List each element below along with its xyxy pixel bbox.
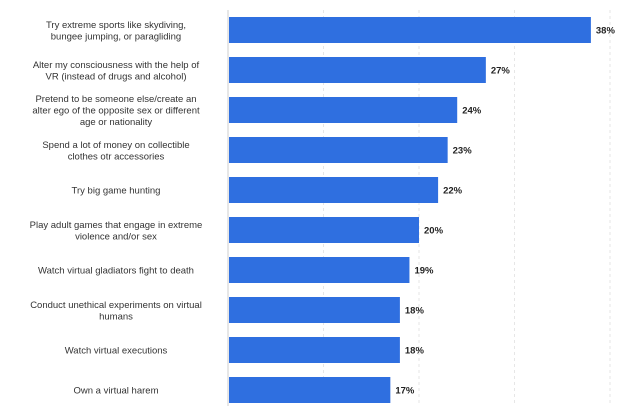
bar-0 [229,17,591,43]
value-label-6: 19% [414,266,434,277]
category-label-0: Try extreme sports like skydiving, bungee… [46,20,186,43]
category-label-line: Pretend to be someone else/create an [35,94,196,105]
category-label-line: Try big game hunting [72,186,161,197]
category-label-9: Own a virtual harem [73,386,158,397]
category-label-line: bungee jumping, or paragliding [51,31,181,42]
category-label-line: VR (instead of drugs and alcohol) [46,71,187,82]
bar-3 [229,137,448,163]
bar-4 [229,177,439,203]
category-label-line: humans [99,311,133,322]
category-label-5: Play adult games that engage in extreme v… [30,220,203,243]
category-label-line: Own a virtual harem [73,386,158,397]
bar-1 [229,57,486,83]
value-label-8: 18% [405,346,425,357]
category-label-line: alter ego of the opposite sex or differe… [32,106,200,117]
value-label-7: 18% [405,306,425,317]
value-label-4: 22% [443,186,463,197]
category-label-4: Try big game hunting [72,186,161,197]
category-label-7: Conduct unethical experiments on virtual… [30,300,202,323]
category-label-line: clothes otr accessories [68,151,165,162]
bar-5 [229,217,419,243]
bars [229,17,591,403]
bar-6 [229,257,410,283]
category-label-line: Alter my consciousness with the help of [33,60,200,71]
value-label-9: 17% [395,386,415,397]
bar-7 [229,297,400,323]
category-label-1: Alter my consciousness with the help of V… [33,60,200,83]
category-label-line: Play adult games that engage in extreme [30,220,203,231]
value-labels: 38% 27% 24% 23% 22% 20% 19% 18% 18% 17% [395,26,615,397]
bar-8 [229,337,400,363]
category-label-8: Watch virtual executions [65,346,168,357]
value-label-3: 23% [453,146,473,157]
category-label-2: Pretend to be someone else/create an alte… [32,94,200,128]
value-label-2: 24% [462,106,482,117]
category-label-line: Spend a lot of money on collectible [42,140,189,151]
category-labels: Try extreme sports like skydiving, bungee… [30,20,203,397]
category-label-line: Conduct unethical experiments on virtual [30,300,202,311]
value-label-5: 20% [424,226,444,237]
category-label-3: Spend a lot of money on collectible cloth… [42,140,189,163]
category-label-line: Try extreme sports like skydiving, [46,20,186,31]
value-label-0: 38% [596,26,616,37]
category-label-6: Watch virtual gladiators fight to death [38,266,194,277]
category-label-line: Watch virtual executions [65,346,168,357]
bar-9 [229,377,391,403]
category-label-line: age or nationality [80,117,153,128]
category-label-line: Watch virtual gladiators fight to death [38,266,194,277]
bar-2 [229,97,458,123]
category-label-line: violence and/or sex [75,231,157,242]
value-label-1: 27% [491,66,511,77]
